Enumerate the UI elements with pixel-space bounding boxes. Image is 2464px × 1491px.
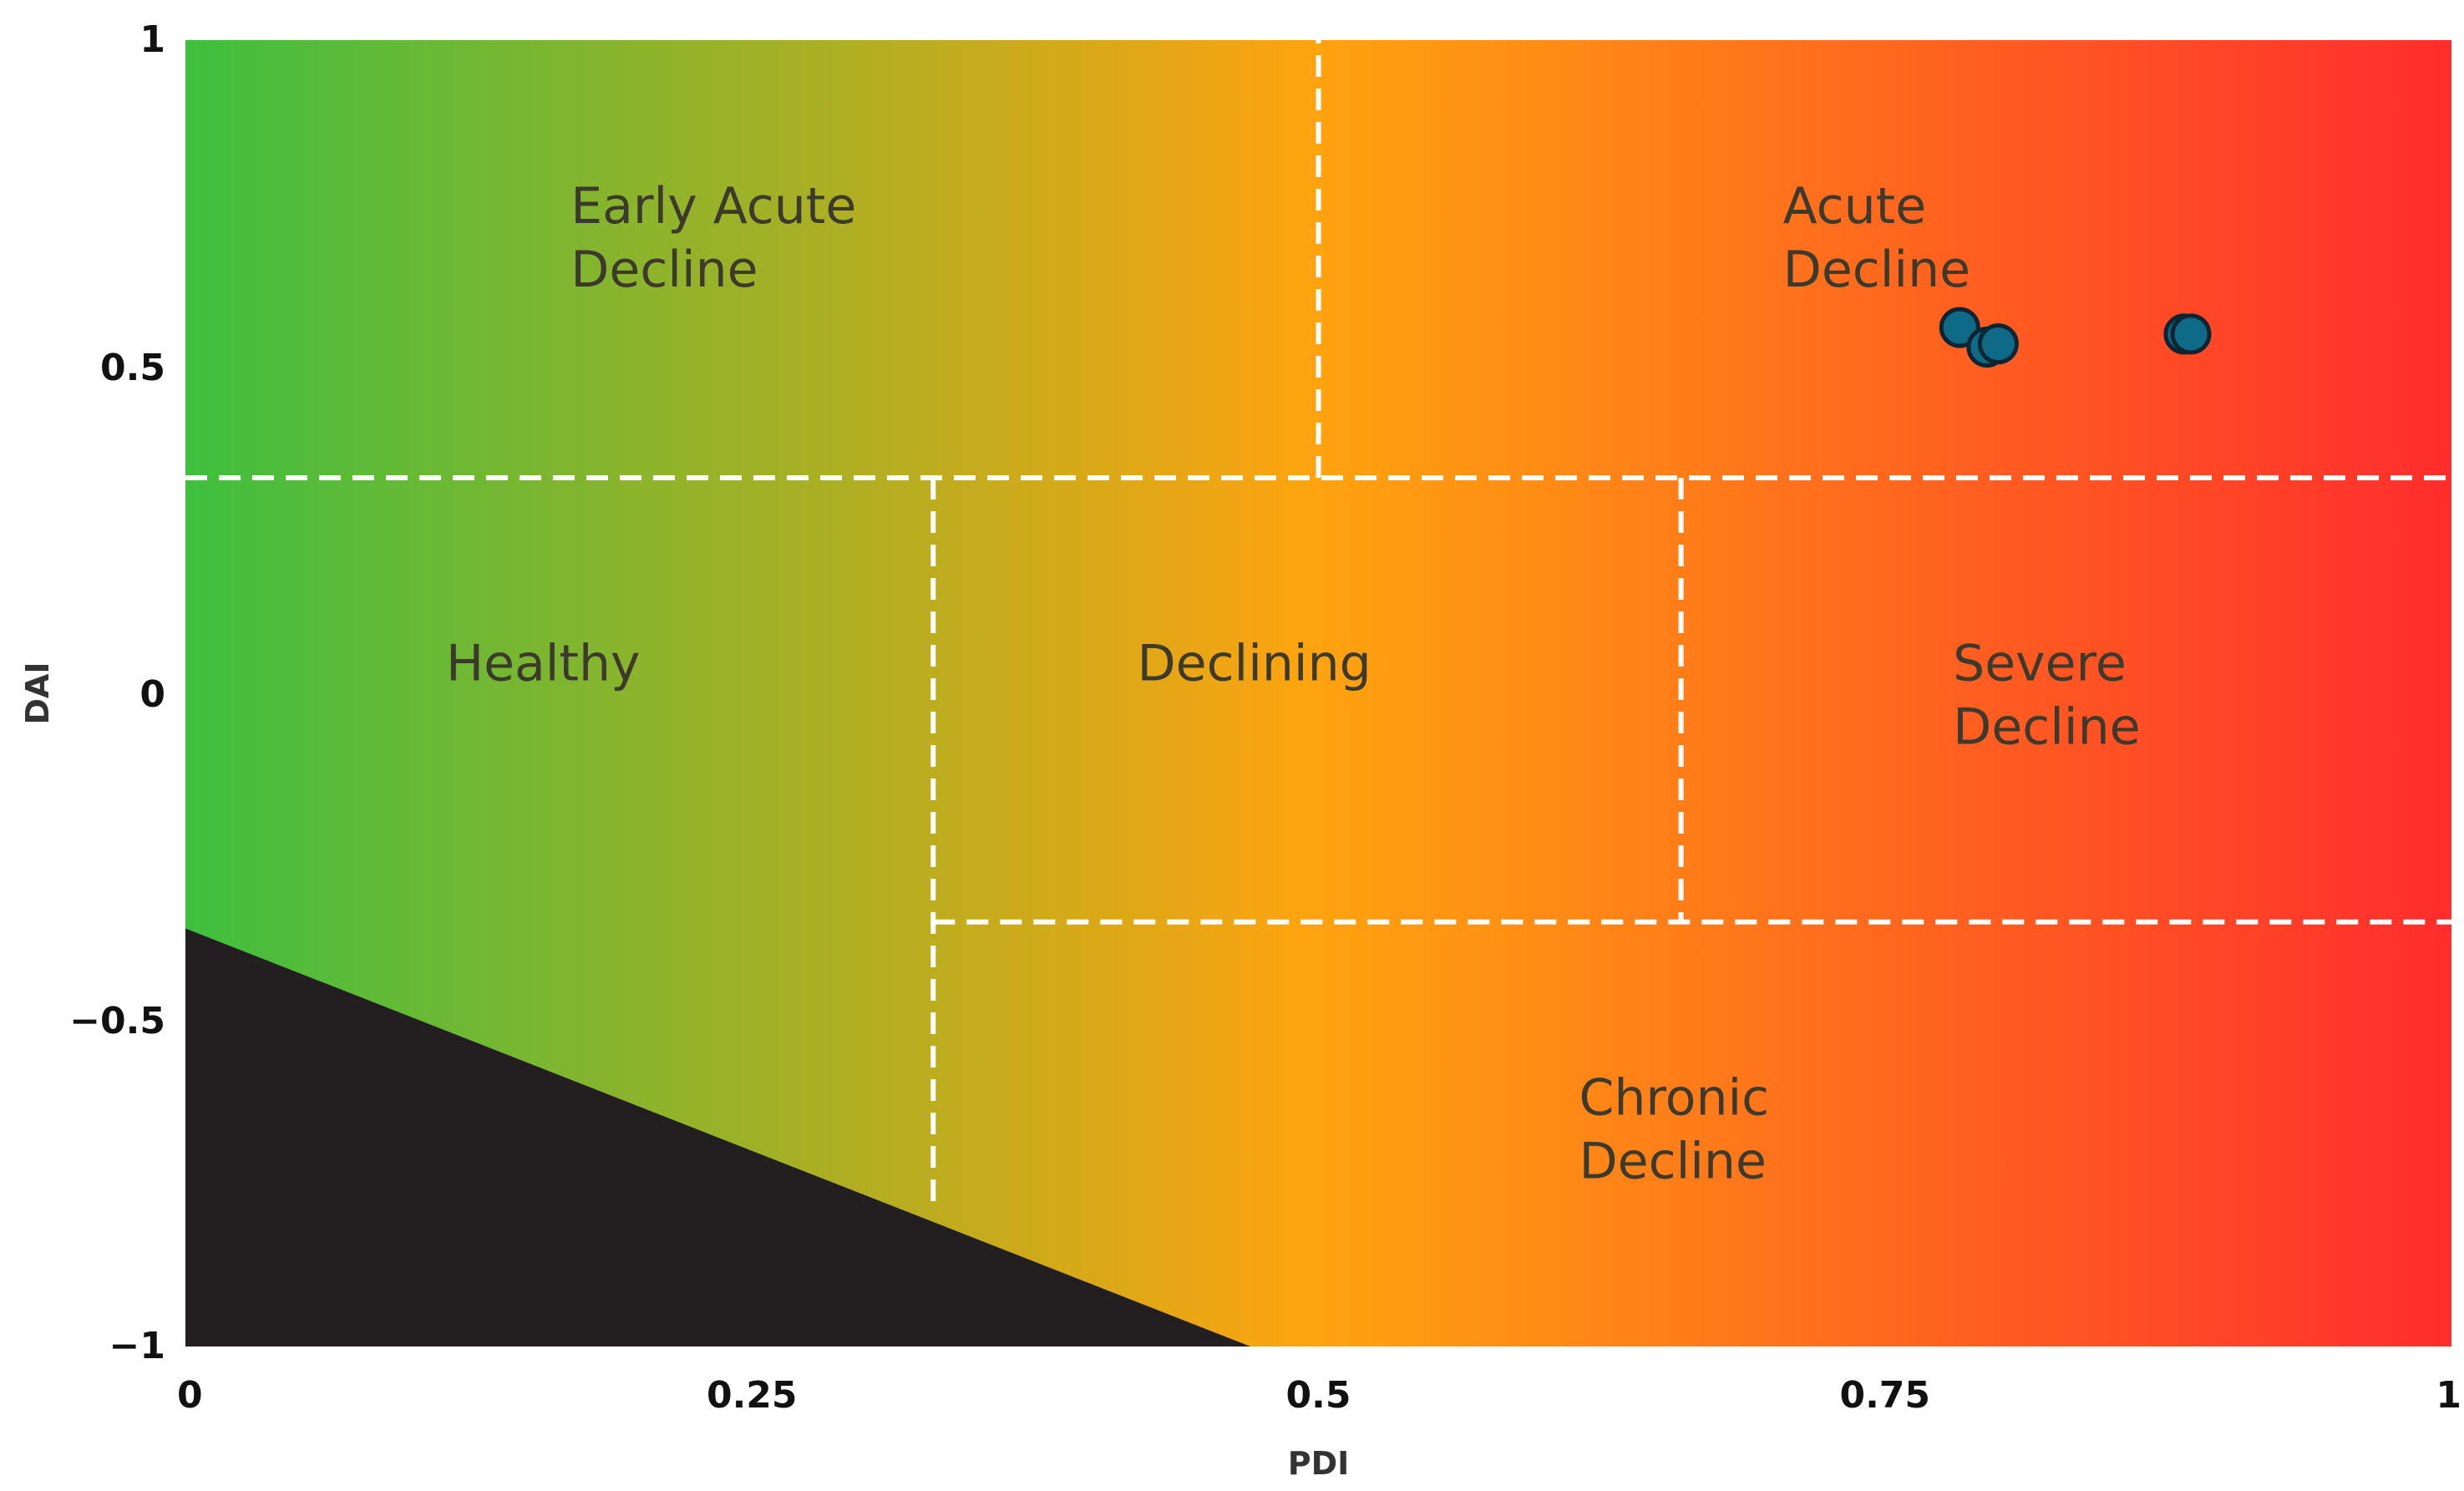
region-label-line: Declining (1137, 634, 1371, 692)
region-label-line: Decline (570, 241, 758, 299)
region-label-severe-decline: Severe Decline (1953, 634, 2140, 756)
region-boundaries (185, 40, 2451, 1203)
x-tick-label: 1 (2436, 1374, 2461, 1417)
region-label-healthy: Healthy (446, 634, 641, 692)
x-tick-label: 0.75 (1839, 1374, 1930, 1417)
x-tick-label: 0.5 (1286, 1374, 1351, 1417)
excluded-region (185, 928, 1251, 1346)
region-label-line: Early Acute (570, 177, 856, 236)
region-label-acute-decline: Acute Decline (1783, 177, 1970, 299)
region-label-line: Decline (1783, 241, 1970, 299)
data-points (1939, 307, 2212, 368)
y-tick-label: 0 (139, 673, 165, 716)
x-axis-ticks: 0 0.25 0.5 0.75 1 (177, 1374, 2461, 1417)
region-label-line: Severe (1953, 634, 2127, 692)
region-label-early-acute-decline: Early Acute Decline (570, 177, 856, 299)
data-point-4 (2170, 313, 2212, 355)
region-label-line: Decline (1579, 1132, 1766, 1190)
region-label-line: Chronic (1579, 1068, 1769, 1127)
data-point-2 (1977, 323, 2019, 365)
x-tick-label: 0 (177, 1374, 203, 1417)
region-label-chronic-decline: Chronic Decline (1579, 1068, 1769, 1190)
data-point-0 (1939, 307, 1980, 348)
x-tick-label: 0.25 (707, 1374, 798, 1417)
region-label-line: Acute (1783, 177, 1926, 236)
y-tick-label: 0.5 (100, 347, 165, 389)
excluded-region-layer (185, 928, 1251, 1346)
region-label-line: Healthy (446, 634, 641, 692)
region-label-declining: Declining (1137, 634, 1371, 692)
x-axis-title: PDI (1288, 1445, 1350, 1482)
y-tick-label: −1 (109, 1325, 165, 1367)
y-axis-title: DAI (19, 662, 56, 724)
y-axis-ticks: 1 0.5 0 −0.5 −1 (69, 18, 165, 1367)
y-tick-label: −0.5 (69, 1000, 165, 1042)
region-label-line: Decline (1953, 697, 2140, 756)
y-tick-label: 1 (139, 18, 165, 61)
